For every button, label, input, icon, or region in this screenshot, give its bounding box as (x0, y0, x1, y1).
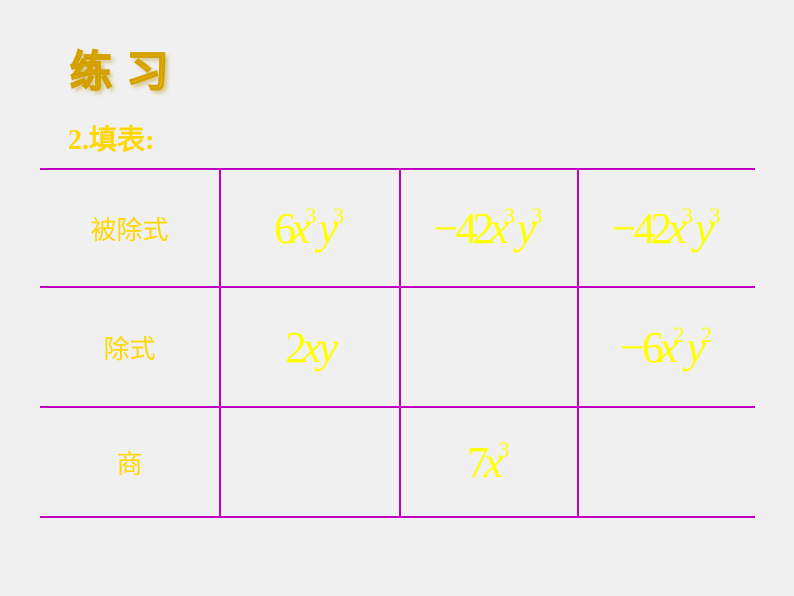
row-label-quotient: 商 (116, 450, 142, 479)
cell-r2c3: −6x2y2 (620, 323, 714, 372)
cell-r1c3: −42x3y3 (612, 204, 723, 253)
subtitle-number: 2. (68, 125, 89, 156)
row-label-divisor: 除式 (103, 335, 155, 364)
table-row: 商 7x3 (40, 407, 755, 517)
table-row: 除式 2xy −6x2y2 (40, 287, 755, 407)
cell-r2c1: 2xy (285, 323, 335, 372)
cell-r3c2: 7x3 (467, 438, 512, 487)
page-title: 练 习 (70, 38, 171, 99)
subtitle: 2.填表: (68, 118, 154, 158)
practice-table: 被除式 6x3y3 −42x3y3 −42x3y3 除式 2xy −6x2y2 … (40, 168, 755, 518)
table-row: 被除式 6x3y3 −42x3y3 −42x3y3 (40, 169, 755, 287)
cell-r1c2: −42x3y3 (434, 204, 545, 253)
subtitle-text: 填表: (89, 125, 154, 156)
row-label-dividend: 被除式 (90, 216, 168, 245)
cell-r1c1: 6x3y3 (274, 204, 346, 253)
